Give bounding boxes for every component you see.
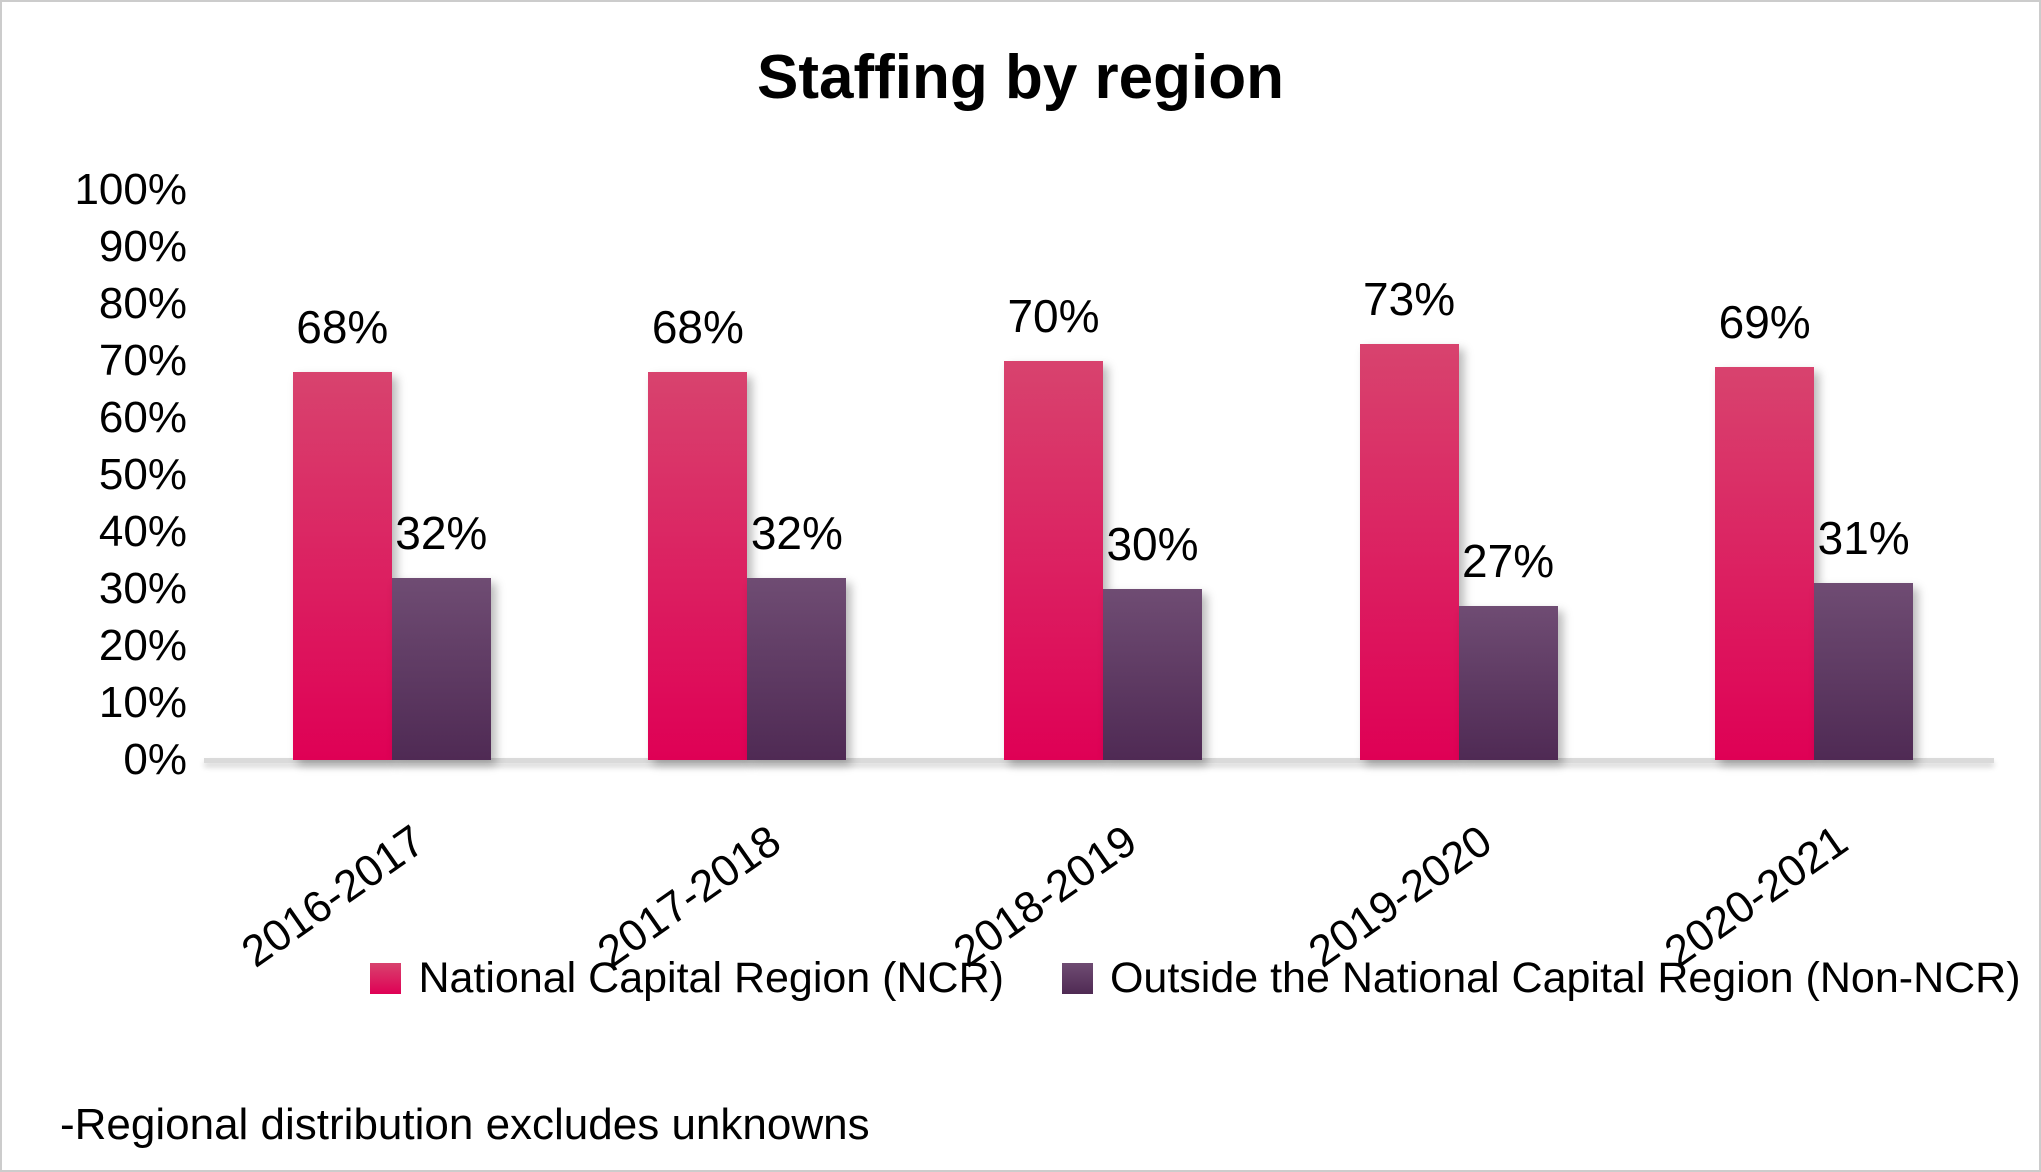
y-tick-label: 90%: [98, 222, 187, 271]
y-tick-label: 50%: [98, 450, 187, 499]
bar-data-label: 69%: [1718, 295, 1811, 348]
chart-title: Staffing by region: [757, 43, 1284, 112]
bar-data-label: 73%: [1363, 272, 1456, 325]
y-tick-label: 30%: [98, 564, 187, 613]
x-axis-line: [204, 758, 1994, 763]
y-tick-label: 0%: [123, 735, 187, 784]
bar-data-label: 27%: [1462, 535, 1555, 588]
bar-data-label: 32%: [750, 506, 843, 559]
legend-label: National Capital Region (NCR): [418, 954, 1004, 1002]
bar-pair: 69% 31%: [1715, 296, 1914, 760]
legend-item-ncr: National Capital Region (NCR): [370, 954, 1004, 1003]
y-tick-label: 100%: [74, 165, 187, 214]
bar-ncr: 69%: [1715, 296, 1815, 760]
category-slot: 73% 27% 2019-2020: [1281, 190, 1637, 977]
y-tick-label: 20%: [98, 621, 187, 670]
y-axis: 100% 90% 80% 70% 60% 50% 40% 30% 20% 10% 0%: [2, 165, 187, 784]
y-tick-label: 60%: [98, 393, 187, 442]
bar-non-ncr: 30%: [1102, 518, 1202, 760]
bar-data-label: 31%: [1817, 512, 1910, 565]
category-slot: 68% 32% 2017-2018: [570, 190, 926, 977]
legend-label: Outside the National Capital Region (Non…: [1109, 954, 2021, 1002]
bar-non-ncr: 32%: [747, 507, 847, 760]
bar-pair: 68% 32%: [648, 301, 847, 760]
y-tick-label: 70%: [98, 336, 187, 385]
legend: National Capital Region (NCR) Outside the…: [352, 954, 2039, 1003]
y-tick-label: 80%: [98, 279, 187, 328]
legend-swatch-icon: [370, 963, 402, 994]
legend-swatch-icon: [1061, 963, 1093, 994]
footnote: -Regional distribution excludes unknowns: [60, 1100, 870, 1149]
category-slot: 68% 32% 2016-2017: [214, 190, 570, 977]
bar-pair: 68% 32%: [292, 301, 491, 760]
bar-non-ncr: 27%: [1458, 535, 1558, 760]
legend-item-non-ncr: Outside the National Capital Region (Non…: [1061, 954, 2021, 1003]
bar-data-label: 68%: [296, 301, 389, 354]
y-tick-label: 10%: [98, 678, 187, 727]
bar-ncr: 68%: [648, 301, 748, 760]
bar-data-label: 70%: [1007, 290, 1100, 342]
bar-data-label: 30%: [1106, 518, 1199, 570]
bar-ncr: 73%: [1359, 273, 1459, 760]
bar-data-label: 68%: [651, 301, 744, 354]
bar-ncr: 70%: [1003, 290, 1103, 760]
bar-pair: 73% 27%: [1359, 273, 1558, 760]
category-slot: 70% 30% 2018-2019: [925, 190, 1281, 977]
y-tick-label: 40%: [98, 507, 187, 556]
plot-area: 68% 32% 2016-2017 68% 32% 2017-2018 70% 30% 2018…: [204, 190, 1994, 977]
bar-non-ncr: 31%: [1814, 512, 1914, 760]
category-slot: 69% 31% 2020-2021: [1636, 190, 1992, 977]
bar-ncr: 68%: [292, 301, 392, 760]
bar-pair: 70% 30%: [1003, 290, 1202, 760]
bar-data-label: 32%: [395, 506, 488, 559]
bar-non-ncr: 32%: [391, 507, 491, 760]
